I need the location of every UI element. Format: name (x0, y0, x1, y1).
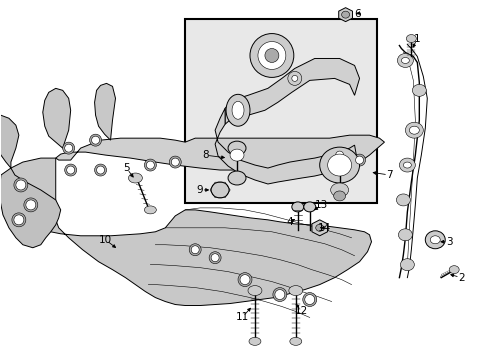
Ellipse shape (274, 289, 285, 300)
Ellipse shape (319, 147, 359, 183)
Ellipse shape (264, 49, 278, 62)
Ellipse shape (211, 182, 228, 198)
Ellipse shape (289, 337, 301, 345)
Polygon shape (0, 115, 19, 168)
Ellipse shape (291, 202, 303, 212)
Text: 6: 6 (353, 9, 360, 19)
Ellipse shape (396, 194, 409, 206)
Ellipse shape (26, 200, 36, 210)
Text: 14: 14 (317, 223, 331, 233)
Ellipse shape (209, 252, 221, 264)
Polygon shape (94, 84, 115, 140)
Ellipse shape (335, 151, 343, 159)
Ellipse shape (304, 294, 314, 305)
Text: 8: 8 (202, 150, 208, 160)
Ellipse shape (229, 149, 244, 161)
Ellipse shape (405, 122, 423, 138)
Ellipse shape (330, 183, 348, 197)
Ellipse shape (303, 202, 315, 212)
Ellipse shape (399, 158, 414, 172)
Ellipse shape (397, 54, 412, 67)
Ellipse shape (94, 164, 106, 176)
Ellipse shape (66, 166, 75, 174)
Ellipse shape (144, 206, 156, 214)
Polygon shape (42, 88, 71, 148)
Ellipse shape (258, 41, 285, 69)
Text: 2: 2 (457, 273, 464, 283)
Ellipse shape (403, 162, 410, 168)
Ellipse shape (401, 58, 408, 63)
Text: 3: 3 (445, 237, 451, 247)
Ellipse shape (247, 285, 262, 296)
Ellipse shape (448, 266, 458, 274)
Ellipse shape (64, 144, 73, 152)
Ellipse shape (400, 259, 413, 271)
Ellipse shape (425, 231, 444, 249)
Ellipse shape (232, 101, 244, 119)
Ellipse shape (315, 224, 323, 231)
Ellipse shape (16, 180, 26, 190)
Ellipse shape (411, 84, 426, 96)
Ellipse shape (62, 142, 75, 154)
Ellipse shape (146, 161, 154, 169)
Ellipse shape (240, 275, 249, 285)
Ellipse shape (408, 126, 419, 134)
Bar (185, 19, 377, 203)
Ellipse shape (341, 11, 349, 18)
Ellipse shape (169, 156, 181, 168)
Ellipse shape (333, 149, 345, 161)
Text: 7: 7 (386, 170, 392, 180)
Ellipse shape (238, 273, 251, 287)
Ellipse shape (291, 75, 297, 81)
Ellipse shape (24, 198, 38, 212)
Polygon shape (56, 135, 384, 172)
Ellipse shape (333, 191, 345, 201)
Text: 5: 5 (123, 163, 129, 173)
Text: 12: 12 (295, 306, 308, 316)
Ellipse shape (12, 213, 26, 227)
Polygon shape (338, 8, 352, 22)
Ellipse shape (248, 337, 261, 345)
Ellipse shape (227, 141, 245, 155)
Ellipse shape (272, 288, 286, 302)
Polygon shape (311, 220, 327, 236)
Text: 9: 9 (197, 185, 203, 195)
Text: 13: 13 (314, 200, 327, 210)
Text: 4: 4 (286, 217, 292, 227)
Ellipse shape (128, 173, 142, 183)
Ellipse shape (191, 246, 199, 254)
Polygon shape (224, 58, 359, 124)
Ellipse shape (189, 244, 201, 256)
Polygon shape (0, 168, 61, 248)
Ellipse shape (355, 156, 363, 164)
Ellipse shape (64, 164, 77, 176)
Ellipse shape (227, 171, 245, 185)
Ellipse shape (14, 215, 24, 225)
Text: 1: 1 (413, 33, 420, 44)
Polygon shape (9, 158, 371, 306)
Ellipse shape (225, 94, 249, 126)
Ellipse shape (398, 229, 411, 241)
Polygon shape (215, 108, 357, 184)
Ellipse shape (96, 166, 104, 174)
Ellipse shape (211, 254, 219, 262)
Ellipse shape (89, 134, 102, 146)
Ellipse shape (91, 136, 100, 144)
Ellipse shape (144, 159, 156, 171)
Ellipse shape (327, 154, 351, 176)
Text: 10: 10 (99, 235, 112, 245)
Ellipse shape (406, 35, 415, 42)
Ellipse shape (14, 178, 28, 192)
Ellipse shape (429, 236, 439, 244)
Ellipse shape (249, 33, 293, 77)
Ellipse shape (287, 71, 301, 85)
Ellipse shape (288, 285, 302, 296)
Ellipse shape (302, 293, 316, 306)
Ellipse shape (353, 154, 365, 166)
Ellipse shape (171, 158, 179, 166)
Text: 11: 11 (235, 312, 248, 323)
